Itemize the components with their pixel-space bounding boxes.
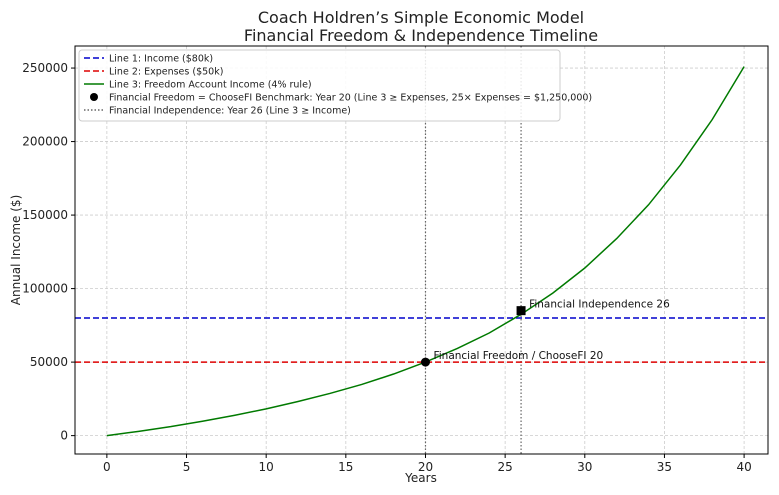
- plot-area: Financial Freedom / ChooseFI 20 Financial…: [75, 46, 768, 454]
- x-axis-label: Years: [404, 471, 437, 485]
- marker-annotation-2: Financial Independence 26: [529, 299, 670, 311]
- y-axis-label: Annual Income ($): [9, 195, 23, 306]
- marker-financial-freedom: [420, 357, 430, 367]
- legend-box: [78, 49, 561, 122]
- legend-entry: Financial Independence: Year 26 (Line 3 …: [109, 106, 351, 117]
- x-tick-label: 5: [183, 460, 191, 474]
- x-tick-label: 25: [497, 460, 512, 474]
- x-tick-label: 30: [577, 460, 592, 474]
- x-tick-label: 35: [657, 460, 672, 474]
- marker-financial-independence: [516, 306, 526, 316]
- x-tick-label: 20: [418, 460, 433, 474]
- legend-entry: Financial Freedom = ChooseFI Benchmark: …: [109, 93, 592, 104]
- y-tick-label: 50000: [30, 355, 68, 369]
- legend-entry: Line 2: Expenses ($50k): [109, 67, 223, 78]
- chart-title: Coach Holdren’s Simple Economic Model: [258, 8, 584, 27]
- x-tick-label: 10: [259, 460, 274, 474]
- legend-entry: Line 3: Freedom Account Income (4% rule): [109, 80, 312, 91]
- plot-frame: [74, 45, 769, 455]
- marker-annotation-1: Financial Freedom / ChooseFI 20: [433, 350, 603, 362]
- chart-subtitle: Financial Freedom & Independence Timelin…: [244, 26, 598, 45]
- x-tick-label: 40: [736, 460, 751, 474]
- x-tick-label: 0: [103, 460, 111, 474]
- x-tick-label: 15: [338, 460, 353, 474]
- y-tick-label: 100000: [22, 282, 68, 296]
- legend-swatch: [90, 93, 98, 101]
- y-tick-label: 150000: [22, 208, 68, 222]
- ticks: 0 5 10 15 20 25 30 35 40 0 50000 100000 150000 200000…: [22, 61, 752, 474]
- y-tick-label: 250000: [22, 61, 68, 75]
- legend-entry: Line 1: Income ($80k): [109, 54, 213, 65]
- y-tick-label: 200000: [22, 135, 68, 149]
- y-tick-label: 0: [60, 429, 68, 443]
- legend: Line 1: Income ($80k) Line 2: Expenses ($…: [78, 49, 592, 122]
